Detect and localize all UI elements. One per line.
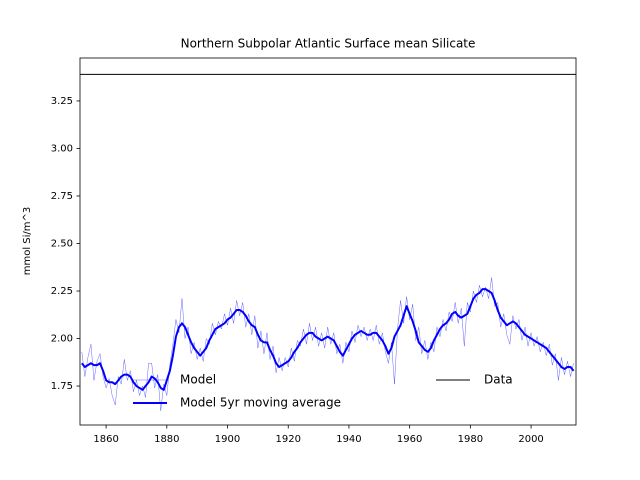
chart-title: Northern Subpolar Atlantic Surface mean … — [181, 37, 476, 51]
x-tick-label: 2000 — [518, 434, 543, 445]
series-line — [81, 277, 574, 411]
x-tick-label: 1920 — [276, 434, 301, 445]
y-tick-label: 1.75 — [51, 381, 73, 392]
legend-label: Model — [180, 373, 216, 387]
x-tick-label: 1900 — [215, 434, 240, 445]
x-tick-label: 1960 — [397, 434, 422, 445]
series-line — [81, 288, 575, 391]
legend-label: Model 5yr moving average — [180, 396, 341, 410]
x-tick-label: 1940 — [336, 434, 361, 445]
y-tick-label: 2.50 — [51, 238, 73, 249]
y-tick-label: 2.25 — [51, 286, 73, 297]
x-tick-label: 1860 — [93, 434, 118, 445]
x-tick-label: 1880 — [154, 434, 179, 445]
x-tick-label: 1980 — [458, 434, 483, 445]
y-axis-label: mmol Si/m^3 — [22, 207, 33, 276]
y-tick-label: 2.75 — [51, 191, 73, 202]
y-tick-label: 3.00 — [51, 143, 73, 154]
plot-frame — [79, 57, 577, 426]
y-tick-label: 3.25 — [51, 96, 73, 107]
y-tick-label: 2.00 — [51, 334, 73, 345]
legend-label: Data — [484, 373, 513, 387]
